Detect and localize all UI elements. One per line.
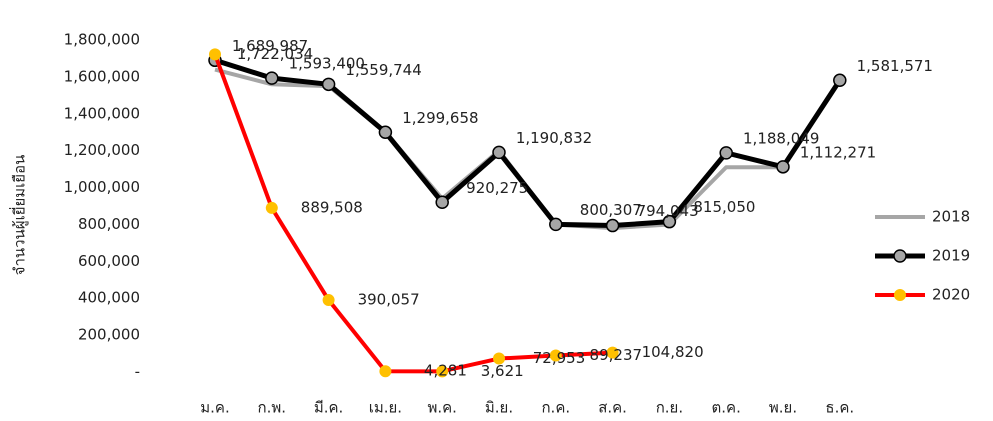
x-tick-label: ก.ค. <box>541 399 570 417</box>
legend-marker <box>894 289 906 301</box>
data-label: 815,050 <box>693 198 755 216</box>
data-label: 1,112,271 <box>800 143 876 161</box>
data-point <box>662 214 677 229</box>
data-label: 920,275 <box>466 179 528 197</box>
data-label: 89,237 <box>590 346 643 364</box>
y-tick-label: - <box>135 363 140 381</box>
x-tick-label: เม.ย. <box>369 399 402 417</box>
data-label: 1,299,658 <box>402 109 478 127</box>
y-tick-label: 600,000 <box>78 252 140 270</box>
x-tick-label: ต.ค. <box>712 399 741 417</box>
series-line <box>214 57 842 229</box>
y-tick-label: 1,000,000 <box>64 178 140 196</box>
data-point <box>379 365 392 378</box>
y-tick-label: 800,000 <box>78 215 140 233</box>
data-label: 390,057 <box>358 291 420 309</box>
y-tick-label: 200,000 <box>78 326 140 344</box>
data-label: 889,508 <box>301 198 363 216</box>
x-tick-label: ก.ย. <box>656 399 683 417</box>
data-label: 104,820 <box>642 343 704 361</box>
data-point <box>265 71 279 85</box>
data-point <box>436 365 449 378</box>
y-tick-label: 1,400,000 <box>64 104 140 122</box>
x-tick-label: มี.ค. <box>314 399 343 417</box>
x-tick-label: มิ.ย. <box>485 399 513 417</box>
data-point <box>549 217 563 232</box>
data-label: 800,307 <box>580 201 642 219</box>
data-point <box>605 218 620 233</box>
data-point <box>265 201 278 214</box>
x-tick-label: ส.ค. <box>598 399 627 417</box>
data-point <box>719 146 733 160</box>
series-line <box>213 53 613 374</box>
y-tick-label: 1,600,000 <box>64 67 140 85</box>
legend-label: 2018 <box>932 208 970 226</box>
data-point <box>321 77 336 92</box>
legend-label: 2020 <box>932 286 970 304</box>
data-point <box>776 160 790 174</box>
data-point <box>322 294 335 307</box>
y-tick-label: 1,200,000 <box>64 141 140 159</box>
y-tick-label: 400,000 <box>78 289 140 307</box>
x-tick-label: ก.พ. <box>258 399 287 417</box>
data-label: 1,188,049 <box>743 129 819 147</box>
data-label: 1,689,987 <box>232 37 308 55</box>
data-label: 1,593,400 <box>289 55 365 73</box>
data-label: 794,043 <box>637 202 699 220</box>
data-point <box>435 195 449 210</box>
x-tick-label: ม.ค. <box>200 399 229 417</box>
legend-label: 2019 <box>932 247 970 265</box>
legend-marker <box>893 249 907 263</box>
y-axis-label: จำนวนผู้เยี่ยมเยือน <box>9 155 29 276</box>
data-label: 4,281 <box>424 362 467 380</box>
data-point <box>493 352 505 365</box>
data-point <box>606 346 619 359</box>
data-label: 1,190,832 <box>516 129 592 147</box>
data-label: 72,953 <box>533 349 586 367</box>
x-tick-label: พ.ค. <box>427 399 456 417</box>
x-tick-label: พ.ย. <box>769 399 797 417</box>
y-tick-label: 1,800,000 <box>64 31 140 49</box>
data-label: 1,722,034 <box>237 45 313 63</box>
data-label: 3,621 <box>481 362 524 380</box>
data-label: 1,559,744 <box>345 61 421 79</box>
data-point <box>549 349 562 362</box>
data-label: 1,581,571 <box>857 57 933 75</box>
data-point <box>833 73 847 88</box>
data-point <box>209 48 221 61</box>
data-point <box>492 145 506 160</box>
x-tick-label: ธ.ค. <box>825 399 854 417</box>
data-point <box>378 125 393 140</box>
